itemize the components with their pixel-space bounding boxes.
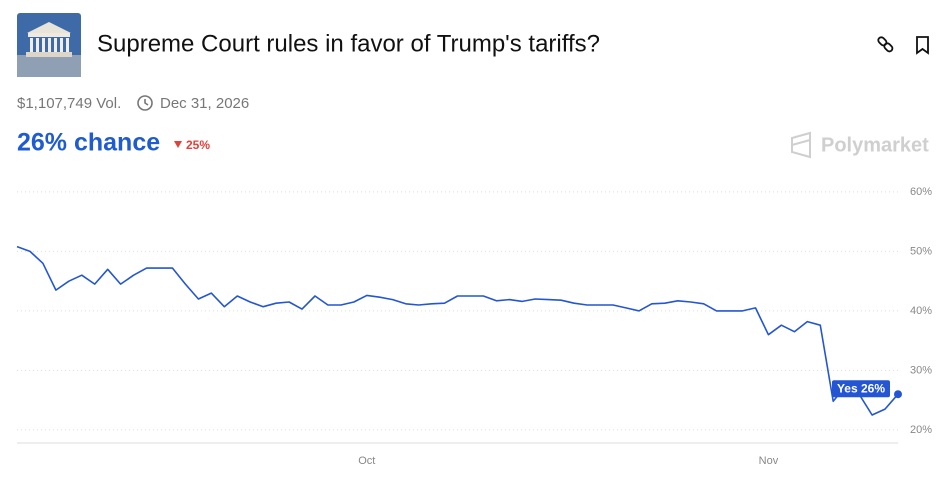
volume: $1,107,749 Vol. [17,95,121,112]
clock-icon [137,95,153,111]
y-tick-label: 20% [910,424,932,436]
link-icon[interactable] [877,36,894,53]
x-tick-label: Oct [358,455,375,467]
change: 25% [186,138,210,152]
end-date: Dec 31, 2026 [160,95,249,112]
bookmark-icon[interactable] [916,36,929,55]
down-arrow [174,141,182,148]
market-image [17,13,81,77]
y-tick-label: 30% [910,364,932,376]
annotation-box [832,380,890,398]
y-tick-label: 40% [910,305,932,317]
annotation: Yes 26% [837,381,885,395]
price-line [16,245,899,416]
market-title: Supreme Court rules in favor of Trump's … [97,30,600,57]
x-tick-label: Nov [759,455,779,467]
brand-logo [791,131,811,159]
brand: Polymarket [821,134,929,156]
y-tick-label: 50% [910,245,932,257]
y-tick-label: 60% [910,186,932,198]
end-point [894,390,902,399]
chance: 26% chance [17,129,160,157]
